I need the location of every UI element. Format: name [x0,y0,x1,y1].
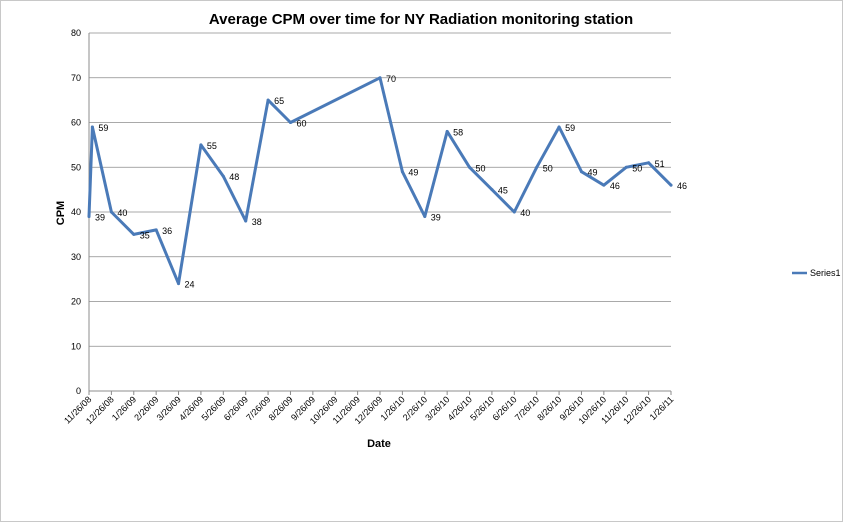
data-label: 70 [386,74,396,84]
data-point [490,188,494,192]
data-point [132,232,136,236]
data-point [288,121,292,124]
data-label: 46 [677,181,687,191]
legend-label-series1: Series1 [810,268,841,278]
data-point [557,125,561,129]
x-tick-labels: 11/26/0812/26/081/26/092/26/093/26/094/2… [62,394,675,426]
y-tick-label: 0 [76,386,81,396]
data-label: 38 [252,217,262,227]
data-label: 36 [162,226,172,236]
data-point [378,76,382,80]
data-label: 48 [229,172,239,182]
data-point [423,214,427,218]
y-tick-label: 60 [71,118,81,128]
x-tick-label: 1/26/11 [648,394,676,422]
data-point [535,165,539,169]
y-tick-label: 10 [71,341,81,351]
y-tick-label: 70 [71,73,81,83]
data-point [624,165,628,169]
y-tick-label: 30 [71,252,81,262]
series-layer [87,76,673,286]
y-axis-title: CPM [55,201,67,225]
data-point [468,165,472,169]
data-point [579,170,583,174]
data-label: 65 [274,96,284,106]
data-point [647,161,651,165]
gridlines [89,32,671,347]
y-tick-label: 50 [71,162,81,172]
data-label: 24 [185,280,195,290]
data-point [244,219,248,223]
data-label: 55 [207,141,217,151]
y-tick-label: 40 [71,207,81,217]
data-point [266,98,270,102]
data-point [221,174,225,178]
data-label: 50 [476,163,486,173]
data-point [87,214,91,218]
data-label: 50 [632,163,642,173]
y-tick-labels: 0 10 20 30 40 50 60 70 80 [71,28,81,396]
legend: Series1 [792,268,841,278]
series-line-series1 [87,76,673,286]
data-label: 49 [408,168,418,178]
data-point [512,210,516,214]
data-point [602,183,606,187]
axes [88,33,672,395]
data-point [154,228,158,232]
data-label: 51 [655,159,665,169]
data-label: 46 [610,181,620,191]
x-axis-title: Date [367,438,391,450]
y-tick-label: 20 [71,297,81,307]
data-label: 39 [431,212,441,222]
data-label: 59 [98,123,108,133]
data-point [177,282,181,286]
data-label: 40 [520,208,530,218]
data-label: 35 [140,230,150,240]
data-point [109,210,113,214]
data-label: 45 [498,186,508,196]
data-label: 40 [117,208,127,218]
data-point [445,129,449,133]
data-label: 59 [565,123,575,133]
data-label: 60 [296,119,306,129]
data-point [199,143,203,147]
data-label: 39 [95,212,105,222]
data-label: 49 [587,168,597,178]
y-tick-label: 80 [71,28,81,38]
data-point [400,170,404,174]
data-label: 58 [453,127,463,137]
chart-title: Average CPM over time for NY Radiation m… [209,11,633,28]
data-point [90,125,94,129]
data-labels: 39 59 40 35 36 24 55 48 38 65 60 70 49 39 58 50 45 40 50 59… [95,74,687,290]
data-label: 50 [543,163,553,173]
data-point [669,183,673,187]
